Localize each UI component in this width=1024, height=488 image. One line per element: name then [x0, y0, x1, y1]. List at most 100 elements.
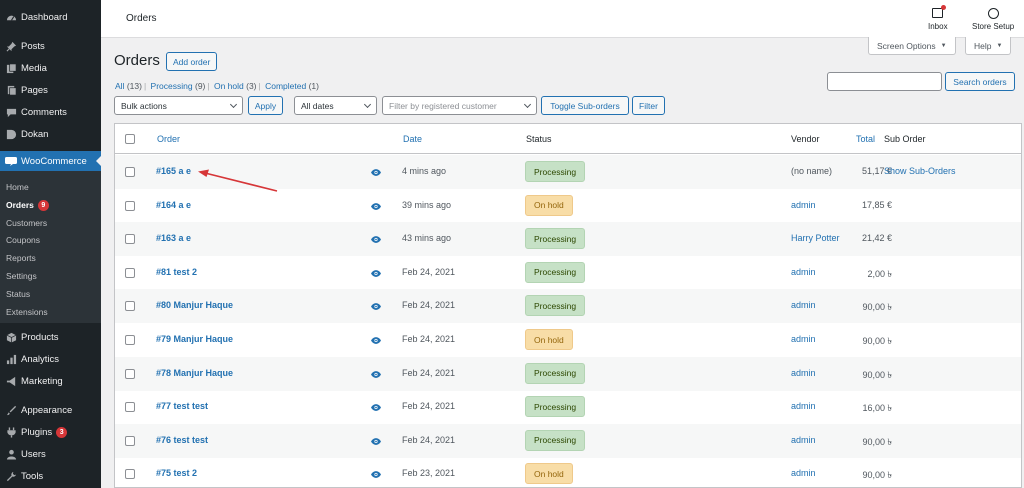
submenu-item-customers[interactable]: Customers — [6, 216, 47, 230]
submenu-item-orders[interactable]: Orders 9 — [6, 198, 49, 212]
submenu-item-status[interactable]: Status — [6, 287, 30, 301]
help-button[interactable]: Help ▼ — [965, 37, 1012, 55]
view-completed[interactable]: Completed (1) — [265, 81, 319, 91]
table-row[interactable]: #75 test 2 Feb 23, 2021 On hold 90,00 ৳ admi… — [115, 457, 1021, 487]
sidebar-item-users[interactable]: Users — [0, 444, 101, 464]
submenu-item-coupons[interactable]: Coupons — [6, 233, 40, 247]
preview-eye-icon[interactable] — [371, 470, 381, 479]
table-row[interactable]: #76 test test Feb 24, 2021 Processing 90,00… — [115, 423, 1021, 458]
view-processing[interactable]: Processing (9) — [150, 81, 206, 91]
preview-eye-icon[interactable] — [371, 202, 381, 210]
sidebar-item-analytics[interactable]: Analytics — [0, 349, 101, 369]
view-on-hold[interactable]: On hold (3) — [213, 81, 257, 91]
order-link[interactable]: #77 test test — [156, 401, 209, 412]
vendor-name[interactable]: admin — [791, 434, 816, 445]
order-link[interactable]: #80 Manjur Haque — [156, 300, 234, 311]
preview-eye-icon[interactable] — [371, 302, 381, 311]
row-checkbox[interactable] — [125, 402, 135, 413]
apply-button[interactable]: Apply — [248, 96, 283, 115]
sidebar-item-dashboard[interactable]: Dashboard — [0, 7, 101, 27]
vendor-name[interactable]: admin — [791, 334, 816, 344]
vendor-name[interactable]: admin — [791, 199, 816, 210]
order-link[interactable]: #75 test 2 — [156, 468, 198, 479]
order-link[interactable]: #163 a e — [156, 233, 192, 244]
row-checkbox[interactable] — [125, 301, 135, 312]
order-link[interactable]: #164 a e — [156, 199, 192, 210]
table-row[interactable]: #80 Manjur Haque Feb 24, 2021 Processing 90… — [115, 289, 1021, 324]
vendor-name[interactable]: admin — [791, 367, 816, 378]
row-checkbox[interactable] — [125, 469, 135, 480]
view-all[interactable]: All (13) — [115, 81, 142, 91]
order-link[interactable]: #79 Manjur Haque — [156, 334, 234, 344]
preview-eye-icon[interactable] — [371, 336, 381, 344]
preview-eye-icon[interactable] — [371, 403, 381, 412]
inbox-button[interactable]: Inbox — [928, 5, 948, 31]
table-row[interactable]: #164 a e 39 mins ago On hold 17,85 € admin — [115, 189, 1021, 223]
vendor-name[interactable]: Harry Potter — [791, 233, 840, 244]
preview-eye-icon[interactable] — [371, 269, 381, 277]
column-total[interactable]: Total — [855, 134, 875, 144]
sidebar-item-pages[interactable]: Pages — [0, 80, 101, 100]
submenu-item-extensions[interactable]: Extensions — [6, 305, 48, 319]
search-orders-button[interactable]: Search orders — [945, 72, 1015, 91]
sidebar-item-appearance[interactable]: Appearance — [0, 400, 101, 420]
filter-button[interactable]: Filter — [632, 96, 665, 115]
show-suborders-link[interactable]: Show Sub-Orders — [884, 166, 956, 176]
row-checkbox[interactable] — [125, 335, 135, 345]
order-link[interactable]: #165 a e — [156, 166, 192, 176]
date-filter-select[interactable]: All dates — [294, 96, 377, 115]
preview-eye-icon[interactable] — [371, 168, 381, 176]
add-order-button[interactable]: Add order — [166, 52, 218, 71]
preview-eye-icon[interactable] — [371, 370, 381, 378]
bulk-actions-select[interactable]: Bulk actions — [114, 96, 243, 115]
search-orders-input[interactable] — [827, 72, 942, 91]
row-checkbox[interactable] — [125, 435, 135, 446]
vendor-name[interactable]: admin — [791, 401, 816, 412]
sidebar-item-dokan[interactable]: Dokan — [0, 124, 101, 144]
sidebar-item-plugins[interactable]: Plugins 3 — [0, 422, 101, 442]
woocommerce-submenu — [0, 171, 101, 323]
vendor-name[interactable]: admin — [791, 266, 816, 277]
sidebar-item-tools[interactable]: Tools — [0, 466, 101, 486]
table-row[interactable]: #78 Manjur Haque Feb 24, 2021 Processing 90… — [115, 356, 1021, 391]
users-icon — [5, 448, 17, 460]
screen-options-button[interactable]: Screen Options ▼ — [868, 37, 956, 55]
order-link[interactable]: #78 Manjur Haque — [156, 367, 234, 378]
media-icon — [5, 62, 17, 74]
submenu-item-settings[interactable]: Settings — [6, 269, 37, 283]
submenu-item-home[interactable]: Home — [6, 180, 29, 194]
table-row[interactable]: #77 test test Feb 24, 2021 Processing 16,00… — [115, 390, 1021, 424]
row-checkbox[interactable] — [125, 368, 135, 379]
row-checkbox[interactable] — [125, 200, 135, 211]
sidebar-item-marketing[interactable]: Marketing — [0, 371, 101, 391]
toggle-suborders-button[interactable]: Toggle Sub-orders — [541, 96, 629, 115]
sidebar-item-label: Products — [21, 331, 59, 343]
customer-filter-placeholder: Filter by registered customer — [389, 100, 497, 111]
preview-eye-icon[interactable] — [371, 235, 381, 244]
sidebar-item-woocommerce[interactable]: WooCommerce — [0, 151, 101, 171]
sidebar-item-label: Plugins — [21, 426, 53, 438]
column-date[interactable]: Date — [403, 134, 423, 144]
vendor-name[interactable]: admin — [791, 300, 816, 311]
sidebar-item-posts[interactable]: Posts — [0, 36, 101, 56]
vendor-name[interactable]: admin — [791, 468, 816, 479]
sidebar-item-products[interactable]: Products — [0, 327, 101, 347]
row-checkbox[interactable] — [125, 234, 135, 245]
select-all-checkbox[interactable] — [125, 134, 135, 144]
table-row[interactable]: #165 a e 4 mins ago Processing 51,17 € (no n… — [115, 155, 1021, 189]
customer-filter-select[interactable]: Filter by registered customer — [382, 96, 537, 115]
column-order[interactable]: Order — [157, 134, 181, 144]
sidebar-item-comments[interactable]: Comments — [0, 102, 101, 122]
preview-eye-icon[interactable] — [371, 437, 381, 445]
table-row[interactable]: #81 test 2 Feb 24, 2021 Processing 2,00 ৳ ad… — [115, 256, 1021, 290]
order-link[interactable]: #76 test test — [156, 434, 209, 445]
store-setup-button[interactable]: Store Setup — [972, 6, 1014, 31]
table-row[interactable]: #79 Manjur Haque Feb 24, 2021 On hold 90,00… — [115, 323, 1021, 357]
table-row[interactable]: #163 a e 43 mins ago Processing 21,42 € Harr… — [115, 222, 1021, 257]
submenu-item-reports[interactable]: Reports — [6, 251, 36, 265]
order-link[interactable]: #81 test 2 — [156, 266, 198, 277]
row-checkbox[interactable] — [125, 167, 135, 177]
row-checkbox[interactable] — [125, 267, 135, 278]
sidebar-item-media[interactable]: Media — [0, 58, 101, 78]
order-total: 21,42 € — [861, 233, 892, 244]
